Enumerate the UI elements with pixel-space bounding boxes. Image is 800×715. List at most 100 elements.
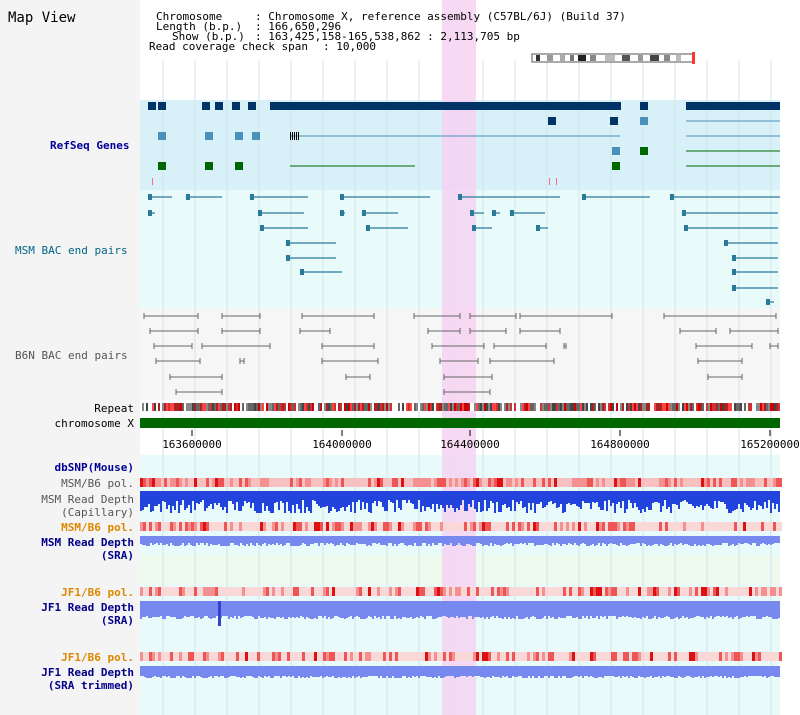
pol-cell	[245, 587, 248, 596]
depth-bar	[258, 491, 260, 513]
pol-cell	[314, 478, 317, 487]
depth-bar	[182, 536, 184, 543]
depth-bar	[680, 491, 682, 502]
depth-bar	[562, 536, 564, 544]
pol-cell	[539, 652, 542, 661]
repeat-segment	[536, 403, 538, 411]
pol-cell	[761, 522, 764, 531]
track-label-jf1-pol-1[interactable]: JF1/B6 pol.	[61, 586, 134, 599]
depth-bar	[288, 491, 290, 511]
pol-cell	[221, 587, 224, 596]
pol-cell	[278, 522, 281, 531]
depth-bar	[224, 491, 226, 507]
depth-bar	[376, 666, 378, 676]
depth-bar	[532, 601, 534, 616]
depth-bar	[740, 491, 742, 509]
pol-cell	[428, 587, 431, 596]
track-label-msm-pol-2[interactable]: MSM/B6 pol.	[61, 521, 134, 534]
repeat-segment	[604, 403, 606, 411]
repeat-segment	[610, 403, 612, 411]
jf1-pol-strip-1	[140, 587, 782, 596]
repeat-segment	[490, 403, 492, 411]
repeat-segment	[348, 403, 350, 411]
bac-end	[458, 194, 462, 200]
depth-bar	[256, 491, 258, 513]
pol-cell	[755, 522, 758, 531]
depth-bar	[620, 601, 622, 617]
pol-cell	[503, 522, 506, 531]
track-label-jf1-pol-2[interactable]: JF1/B6 pol.	[61, 651, 134, 664]
pol-cell	[308, 522, 311, 531]
pol-cell	[362, 652, 365, 661]
pol-cell	[332, 652, 335, 661]
depth-bar	[670, 491, 672, 513]
pol-cell	[485, 478, 488, 487]
depth-bar	[174, 601, 176, 617]
depth-bar	[498, 536, 500, 545]
pol-cell	[302, 522, 305, 531]
pol-cell	[386, 652, 389, 661]
pol-cell	[452, 587, 455, 596]
track-label-msm-bac[interactable]: MSM BAC end pairs	[15, 244, 128, 257]
repeat-segment	[178, 403, 180, 411]
depth-bar	[670, 536, 672, 543]
pol-cell	[140, 587, 143, 596]
pol-cell	[296, 522, 299, 531]
depth-bar	[502, 601, 504, 619]
track-label-msm-depth-cap-1[interactable]: MSM Read Depth	[41, 493, 134, 506]
depth-bar	[754, 491, 756, 501]
pol-cell	[710, 522, 713, 531]
depth-bar	[698, 601, 700, 616]
pol-cell	[155, 522, 158, 531]
repeat-segment	[290, 403, 292, 411]
pol-cell	[716, 522, 719, 531]
depth-bar	[364, 666, 366, 677]
depth-bar	[750, 491, 752, 510]
pol-cell	[527, 522, 530, 531]
depth-bar	[410, 666, 412, 678]
repeat-segment	[154, 403, 156, 411]
pol-cell	[338, 587, 341, 596]
depth-bar	[182, 666, 184, 676]
depth-bar	[590, 491, 592, 509]
depth-bar	[496, 601, 498, 616]
depth-bar	[170, 666, 172, 678]
depth-bar	[610, 666, 612, 676]
track-label-chromosome[interactable]: chromosome X	[54, 417, 134, 430]
depth-bar	[514, 491, 516, 511]
track-label-msm-pol-1[interactable]: MSM/B6 pol.	[61, 477, 134, 490]
depth-bar	[480, 666, 482, 677]
pol-cell	[188, 652, 191, 661]
depth-bar	[150, 601, 152, 618]
pol-cell	[695, 652, 698, 661]
track-label-dbsnp[interactable]: dbSNP(Mouse)	[54, 461, 134, 474]
repeat-segment	[488, 403, 490, 411]
track-label-refseq[interactable]: RefSeq Genes	[50, 139, 130, 152]
depth-bar	[612, 491, 614, 503]
pol-cell	[767, 478, 770, 487]
pol-cell	[188, 478, 191, 487]
pol-cell	[530, 478, 533, 487]
track-label-b6n-bac[interactable]: B6N BAC end pairs	[15, 349, 128, 362]
pol-cell	[185, 478, 188, 487]
track-label-jf1-depth-sra-1[interactable]: JF1 Read Depth	[41, 601, 134, 614]
pol-cell	[572, 522, 575, 531]
pol-cell	[722, 522, 725, 531]
track-label-msm-depth-sra-1[interactable]: MSM Read Depth	[41, 536, 134, 549]
depth-bar	[464, 491, 466, 511]
depth-bar	[514, 666, 516, 677]
pol-cell	[371, 652, 374, 661]
track-label-jf1-depth-trim-1[interactable]: JF1 Read Depth	[41, 666, 134, 679]
depth-bar	[702, 536, 704, 545]
track-label-repeat[interactable]: Repeat	[94, 402, 134, 415]
repeat-segment	[578, 403, 580, 411]
depth-bar	[772, 601, 774, 619]
pol-cell	[743, 522, 746, 531]
depth-bar	[660, 536, 662, 544]
depth-bar	[590, 536, 592, 545]
pol-cell	[671, 652, 674, 661]
pol-cell	[776, 522, 779, 531]
pol-cell	[173, 478, 176, 487]
depth-bar	[298, 666, 300, 676]
